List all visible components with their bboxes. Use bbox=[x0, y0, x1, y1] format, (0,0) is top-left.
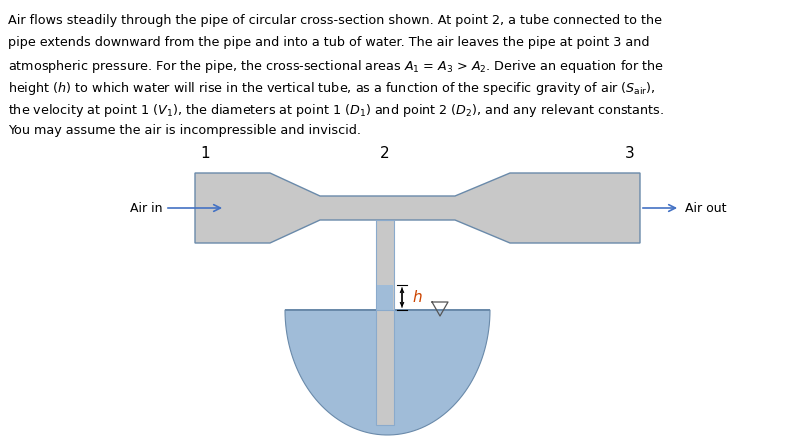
Polygon shape bbox=[195, 173, 640, 243]
Text: the velocity at point 1 ($V_1$), the diameters at point 1 ($D_1$) and point 2 ($: the velocity at point 1 ($V_1$), the dia… bbox=[8, 102, 664, 119]
Text: 1: 1 bbox=[200, 146, 210, 161]
Text: height ($h$) to which water will rise in the vertical tube, as a function of the: height ($h$) to which water will rise in… bbox=[8, 80, 656, 97]
Polygon shape bbox=[376, 310, 394, 425]
Text: 3: 3 bbox=[625, 146, 635, 161]
Text: Air in: Air in bbox=[130, 202, 163, 214]
Text: Air out: Air out bbox=[685, 202, 727, 214]
Polygon shape bbox=[377, 285, 393, 310]
Text: pipe extends downward from the pipe and into a tub of water. The air leaves the : pipe extends downward from the pipe and … bbox=[8, 36, 650, 49]
Polygon shape bbox=[285, 310, 490, 435]
Text: 2: 2 bbox=[380, 146, 390, 161]
Text: You may assume the air is incompressible and inviscid.: You may assume the air is incompressible… bbox=[8, 124, 361, 137]
Text: $h$: $h$ bbox=[412, 290, 423, 306]
Text: Air flows steadily through the pipe of circular cross-section shown. At point 2,: Air flows steadily through the pipe of c… bbox=[8, 14, 662, 27]
Text: atmospheric pressure. For the pipe, the cross-sectional areas $A_1$ = $A_3$ > $A: atmospheric pressure. For the pipe, the … bbox=[8, 58, 664, 75]
Polygon shape bbox=[376, 220, 394, 310]
